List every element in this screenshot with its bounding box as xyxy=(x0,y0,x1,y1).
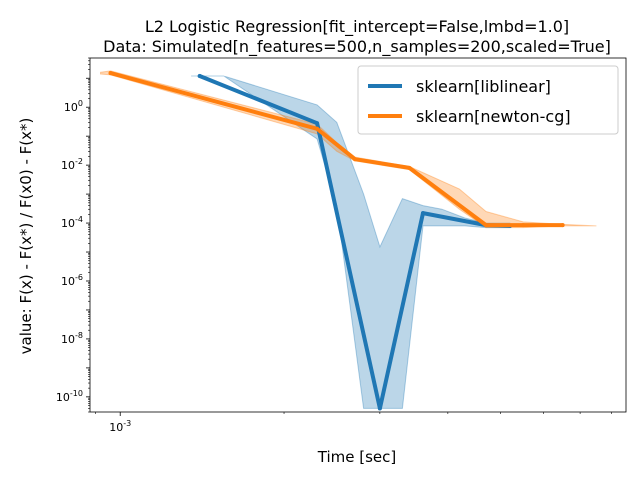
y-tick-label: 10-8 xyxy=(61,331,83,346)
point-series-0 xyxy=(197,73,202,78)
plot-frame xyxy=(89,57,627,413)
x-tick-label: 10-3 xyxy=(109,419,131,434)
x-axis-ticks: 10-3 xyxy=(95,412,612,434)
point-series-0 xyxy=(377,406,382,411)
y-tick-label: 10-10 xyxy=(56,389,83,404)
point-series-1 xyxy=(560,223,565,228)
point-series-0 xyxy=(420,211,425,216)
chart-title: L2 Logistic Regression[fit_intercept=Fal… xyxy=(145,17,569,37)
point-series-1 xyxy=(108,71,113,76)
chart-subtitle: Data: Simulated[n_features=500,n_samples… xyxy=(103,37,611,57)
y-tick-label: 10-2 xyxy=(61,157,83,172)
point-series-0 xyxy=(315,121,320,126)
point-series-1 xyxy=(352,157,357,162)
point-series-1 xyxy=(407,165,412,170)
point-series-1 xyxy=(483,223,488,228)
legend-label-1: sklearn[newton-cg] xyxy=(416,107,571,126)
legend-frame xyxy=(357,65,619,135)
x-axis-label: Time [sec] xyxy=(317,448,396,466)
y-axis-label: value: F(x) - F(x*) / F(x0) - F(x*) xyxy=(17,118,35,355)
point-series-1 xyxy=(315,126,320,131)
y-tick-label: 10-6 xyxy=(61,273,83,288)
series-lines xyxy=(108,71,565,411)
legend: sklearn[liblinear] sklearn[newton-cg] xyxy=(357,65,619,135)
y-tick-label: 10-4 xyxy=(61,215,83,230)
y-tick-label: 100 xyxy=(64,99,83,114)
legend-label-0: sklearn[liblinear] xyxy=(416,77,551,96)
point-series-1 xyxy=(521,223,526,228)
y-axis-ticks: 100 10-2 10-4 10-6 10-8 10-10 xyxy=(56,57,90,413)
